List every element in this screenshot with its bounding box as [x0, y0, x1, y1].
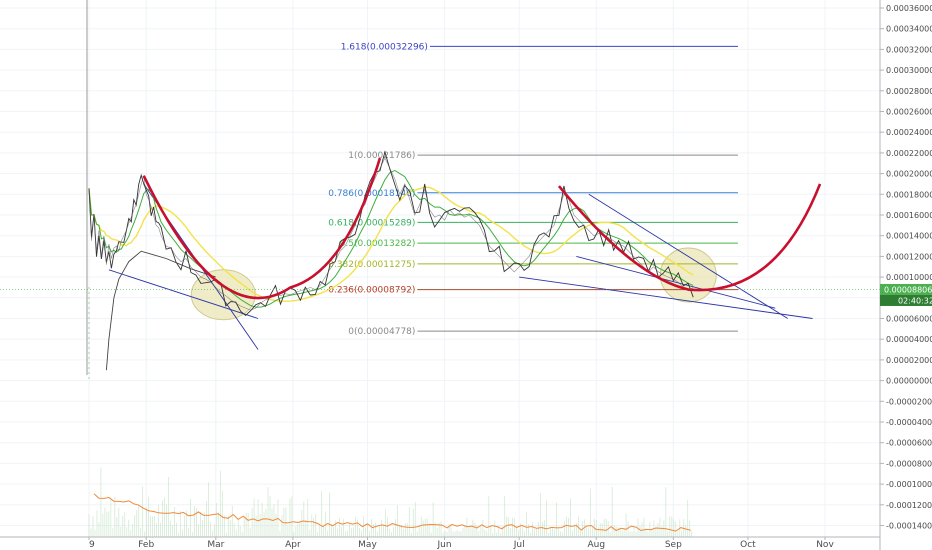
x-tick-label: Aug [587, 540, 605, 550]
last-price-badge [880, 283, 932, 295]
y-tick-label: -0.00006000 [886, 439, 932, 448]
y-axis: 0.00036000 0.00034000 0.00032000 0.00030000… [879, 0, 932, 550]
y-tick-label: 0.00024000 [886, 128, 932, 137]
y-tick-label: 0.00034000 [886, 25, 932, 34]
y-tick-label: -0.00010000 [886, 480, 932, 489]
highlight-ellipses [190, 247, 717, 321]
x-tick-label: Jul [513, 540, 525, 550]
y-tick-label: 0.00016000 [886, 211, 932, 220]
last-price-badge-label: 0.00008806 [884, 285, 932, 294]
y-tick-label: 0.00036000 [886, 4, 932, 13]
y-tick-label: 0.00004000 [886, 335, 932, 344]
moving-average-slow [88, 186, 694, 302]
countdown-badge [880, 294, 932, 306]
fib-level-label: 0(0.00004778) [348, 327, 415, 337]
y-tick-label: 0.00014000 [886, 232, 932, 241]
x-tick-label: Nov [816, 540, 834, 550]
x-tick-label: Feb [138, 540, 154, 550]
y-tick-label: 0.00030000 [886, 66, 932, 75]
moving-average-fast [88, 169, 694, 308]
y-tick-label: -0.00014000 [886, 522, 932, 531]
x-tick-label: Mar [207, 540, 224, 550]
x-tick-label: May [358, 540, 377, 550]
y-tick-label: 0.00010000 [886, 273, 932, 282]
fib-level-label: 0.618(0.00015289) [328, 218, 415, 228]
trend-channel-line [588, 193, 788, 319]
price-line-smooth [88, 157, 694, 311]
y-tick-label: -0.00002000 [886, 397, 932, 406]
bottom-highlight-ellipse-2 [659, 247, 717, 303]
countdown-badge-label: 02:40:32 [898, 296, 932, 305]
y-tick-label: 0.00032000 [886, 45, 932, 54]
fib-level-label: 0.236(0.00008792) [328, 286, 415, 296]
x-tick-label: Apr [285, 540, 301, 550]
y-tick-label: 0.00006000 [886, 315, 932, 324]
y-tick-label: 0.00020000 [886, 170, 932, 179]
price-badges: 0.00008806 02:40:32 [880, 283, 932, 306]
x-tick-label: Sep [665, 540, 682, 550]
trend-channel-line [519, 276, 813, 319]
volume-average-line [93, 493, 691, 532]
fib-level-label: 0.5(0.00013282) [340, 239, 416, 249]
y-tick-label: 0.00022000 [886, 149, 932, 158]
x-axis: 9 Feb Mar Apr May Jun Jul Aug Sep Oct Nov [0, 536, 880, 550]
moving-average-long [105, 250, 216, 371]
y-tick-label: 0.00026000 [886, 108, 932, 117]
fibonacci-levels: 1.618(0.00032296) 1(0.00021786) 0.786(0.00… [328, 42, 738, 337]
y-tick-label: -0.00008000 [886, 459, 932, 468]
chart-grid [0, 0, 880, 537]
rounding-arc-1 [142, 157, 382, 300]
fib-level-label: 1.618(0.00032296) [341, 42, 428, 52]
trend-channel-line [108, 269, 259, 319]
y-tick-label: 0.00002000 [886, 356, 932, 365]
trend-channel-line [576, 255, 776, 309]
x-tick-label: 9 [89, 540, 95, 550]
y-tick-label: 0.00012000 [886, 252, 932, 261]
y-tick-label: 0.00000000 [886, 377, 932, 386]
y-tick-label: 0.00018000 [886, 190, 932, 199]
y-tick-label: 0.00028000 [886, 87, 932, 96]
x-tick-label: Jun [437, 540, 452, 550]
y-tick-label: -0.00004000 [886, 418, 932, 427]
fib-level-label: 0.382(0.00011275) [328, 260, 415, 270]
rounding-bottom-arcs [142, 157, 822, 300]
fib-level-label: 1(0.00021786) [348, 151, 415, 161]
price-series [0, 150, 880, 381]
x-tick-label: Oct [740, 540, 756, 550]
rounding-arc-2 [557, 183, 822, 292]
y-tick-label: -0.00012000 [886, 501, 932, 510]
volume-panel [88, 467, 693, 537]
fib-level-label: 0.786(0.00018146) [328, 189, 415, 199]
